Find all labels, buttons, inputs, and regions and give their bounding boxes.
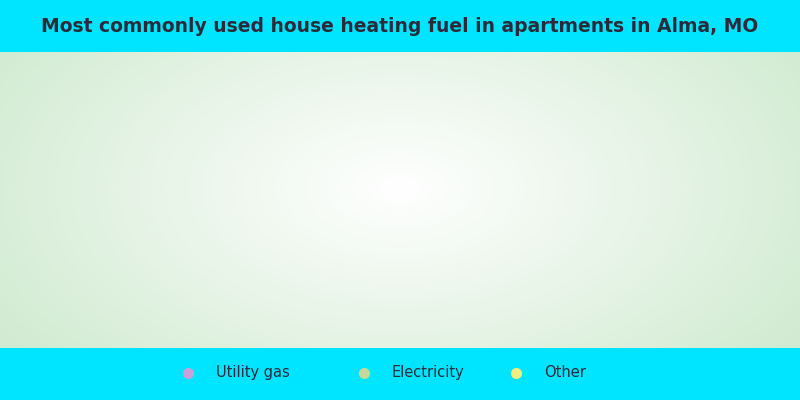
Text: Utility gas: Utility gas xyxy=(216,366,290,380)
Wedge shape xyxy=(509,266,594,291)
Text: Electricity: Electricity xyxy=(392,366,465,380)
Wedge shape xyxy=(206,96,469,291)
Wedge shape xyxy=(439,109,593,277)
Text: City-Data.com: City-Data.com xyxy=(603,61,678,71)
Text: Other: Other xyxy=(544,366,586,380)
Text: Most commonly used house heating fuel in apartments in Alma, MO: Most commonly used house heating fuel in… xyxy=(42,16,758,36)
